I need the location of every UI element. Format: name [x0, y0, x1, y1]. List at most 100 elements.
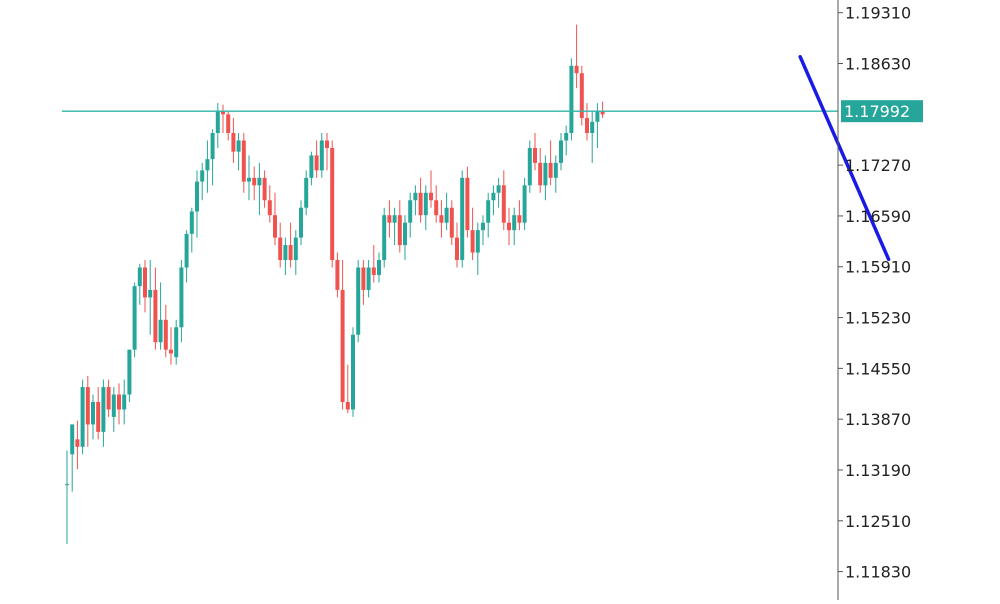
candle-body: [273, 215, 277, 238]
candle: [267, 185, 272, 223]
candle-body: [319, 140, 324, 171]
candle-body: [137, 267, 142, 287]
candle-body: [267, 200, 272, 216]
current-price-label-bg: [841, 100, 923, 123]
candle: [486, 192, 491, 238]
candle-body: [439, 215, 444, 223]
candle: [189, 207, 194, 253]
candle: [408, 192, 413, 238]
y-tick-label: 1.12510: [845, 512, 911, 531]
candle: [210, 129, 215, 186]
candle-body: [538, 162, 543, 186]
candle-body: [455, 237, 459, 261]
y-tick-label: 1.17270: [845, 156, 911, 175]
candle: [600, 101, 605, 119]
candle-body: [85, 387, 90, 425]
candle: [85, 375, 90, 447]
candle: [527, 140, 532, 193]
candle: [377, 252, 381, 283]
candle-body: [278, 237, 283, 261]
candle-body: [543, 162, 548, 186]
candle-body: [548, 162, 553, 178]
candle: [574, 24, 579, 89]
candle: [158, 282, 163, 350]
current-price-line-layer: 1.17992: [62, 100, 923, 123]
candle-body: [184, 233, 189, 268]
candle: [465, 166, 470, 238]
candle-body: [553, 162, 558, 178]
candle: [413, 185, 418, 216]
candle: [314, 140, 319, 178]
candle-body: [221, 110, 225, 115]
candle: [241, 133, 246, 193]
candle-body: [252, 177, 257, 186]
candle: [273, 192, 277, 246]
candle-body: [517, 215, 522, 223]
candle: [330, 140, 335, 268]
projection-trend-line: [798, 55, 891, 262]
candle-body: [330, 147, 335, 261]
candle: [106, 379, 111, 417]
candle-body: [496, 185, 501, 193]
candle-body: [117, 394, 121, 410]
candle: [143, 260, 147, 313]
candle-body: [325, 140, 329, 148]
candle: [293, 230, 298, 275]
candle-body: [205, 159, 210, 171]
candle-body: [226, 114, 231, 134]
candle: [335, 252, 340, 298]
candle: [460, 170, 465, 268]
candle-body: [143, 267, 147, 298]
candle-body: [340, 289, 345, 402]
candle: [345, 364, 350, 414]
candle-body: [335, 260, 340, 290]
candle-body: [491, 192, 496, 201]
candle-body: [486, 200, 491, 223]
y-tick-label: 1.14550: [845, 359, 911, 378]
candle: [439, 200, 444, 238]
candle: [522, 177, 527, 231]
candle: [595, 103, 600, 148]
candle-body: [569, 65, 574, 134]
candle: [501, 170, 506, 231]
candle-body: [127, 349, 132, 395]
candle: [455, 222, 459, 268]
candle-body: [189, 211, 194, 234]
price-axis-layer: 1.19310 1.18630 1.17270 1.16590 1.15910 1.152…: [838, 4, 911, 582]
candle-body: [215, 110, 220, 134]
candle-body: [132, 286, 137, 350]
candle-body: [579, 73, 584, 119]
current-price-label: 1.17992: [844, 102, 910, 121]
candle: [75, 420, 80, 470]
candle: [449, 200, 454, 246]
candle: [325, 133, 329, 171]
candle: [559, 133, 563, 171]
candle: [444, 192, 449, 231]
candle: [507, 207, 511, 246]
candle-body: [106, 387, 111, 410]
candle-body: [371, 267, 376, 275]
candle: [226, 110, 231, 141]
candle-body: [195, 181, 199, 212]
candle: [517, 200, 522, 231]
candle: [236, 133, 241, 171]
candle: [70, 424, 75, 492]
candle-body: [564, 133, 569, 141]
candle-body: [507, 222, 511, 231]
candle: [382, 207, 387, 268]
candle-body: [288, 245, 293, 261]
candle-body: [377, 260, 381, 275]
y-tick-label: 1.13870: [845, 410, 911, 429]
candle: [122, 379, 127, 425]
candle-body: [153, 289, 158, 343]
candle: [434, 185, 439, 223]
candle: [179, 260, 184, 343]
candle-body: [512, 215, 517, 231]
candle: [288, 222, 293, 268]
candle-body: [574, 65, 579, 74]
candle-body: [387, 215, 392, 223]
candle: [117, 383, 121, 425]
candle: [356, 260, 361, 343]
candles-layer: [65, 24, 605, 544]
